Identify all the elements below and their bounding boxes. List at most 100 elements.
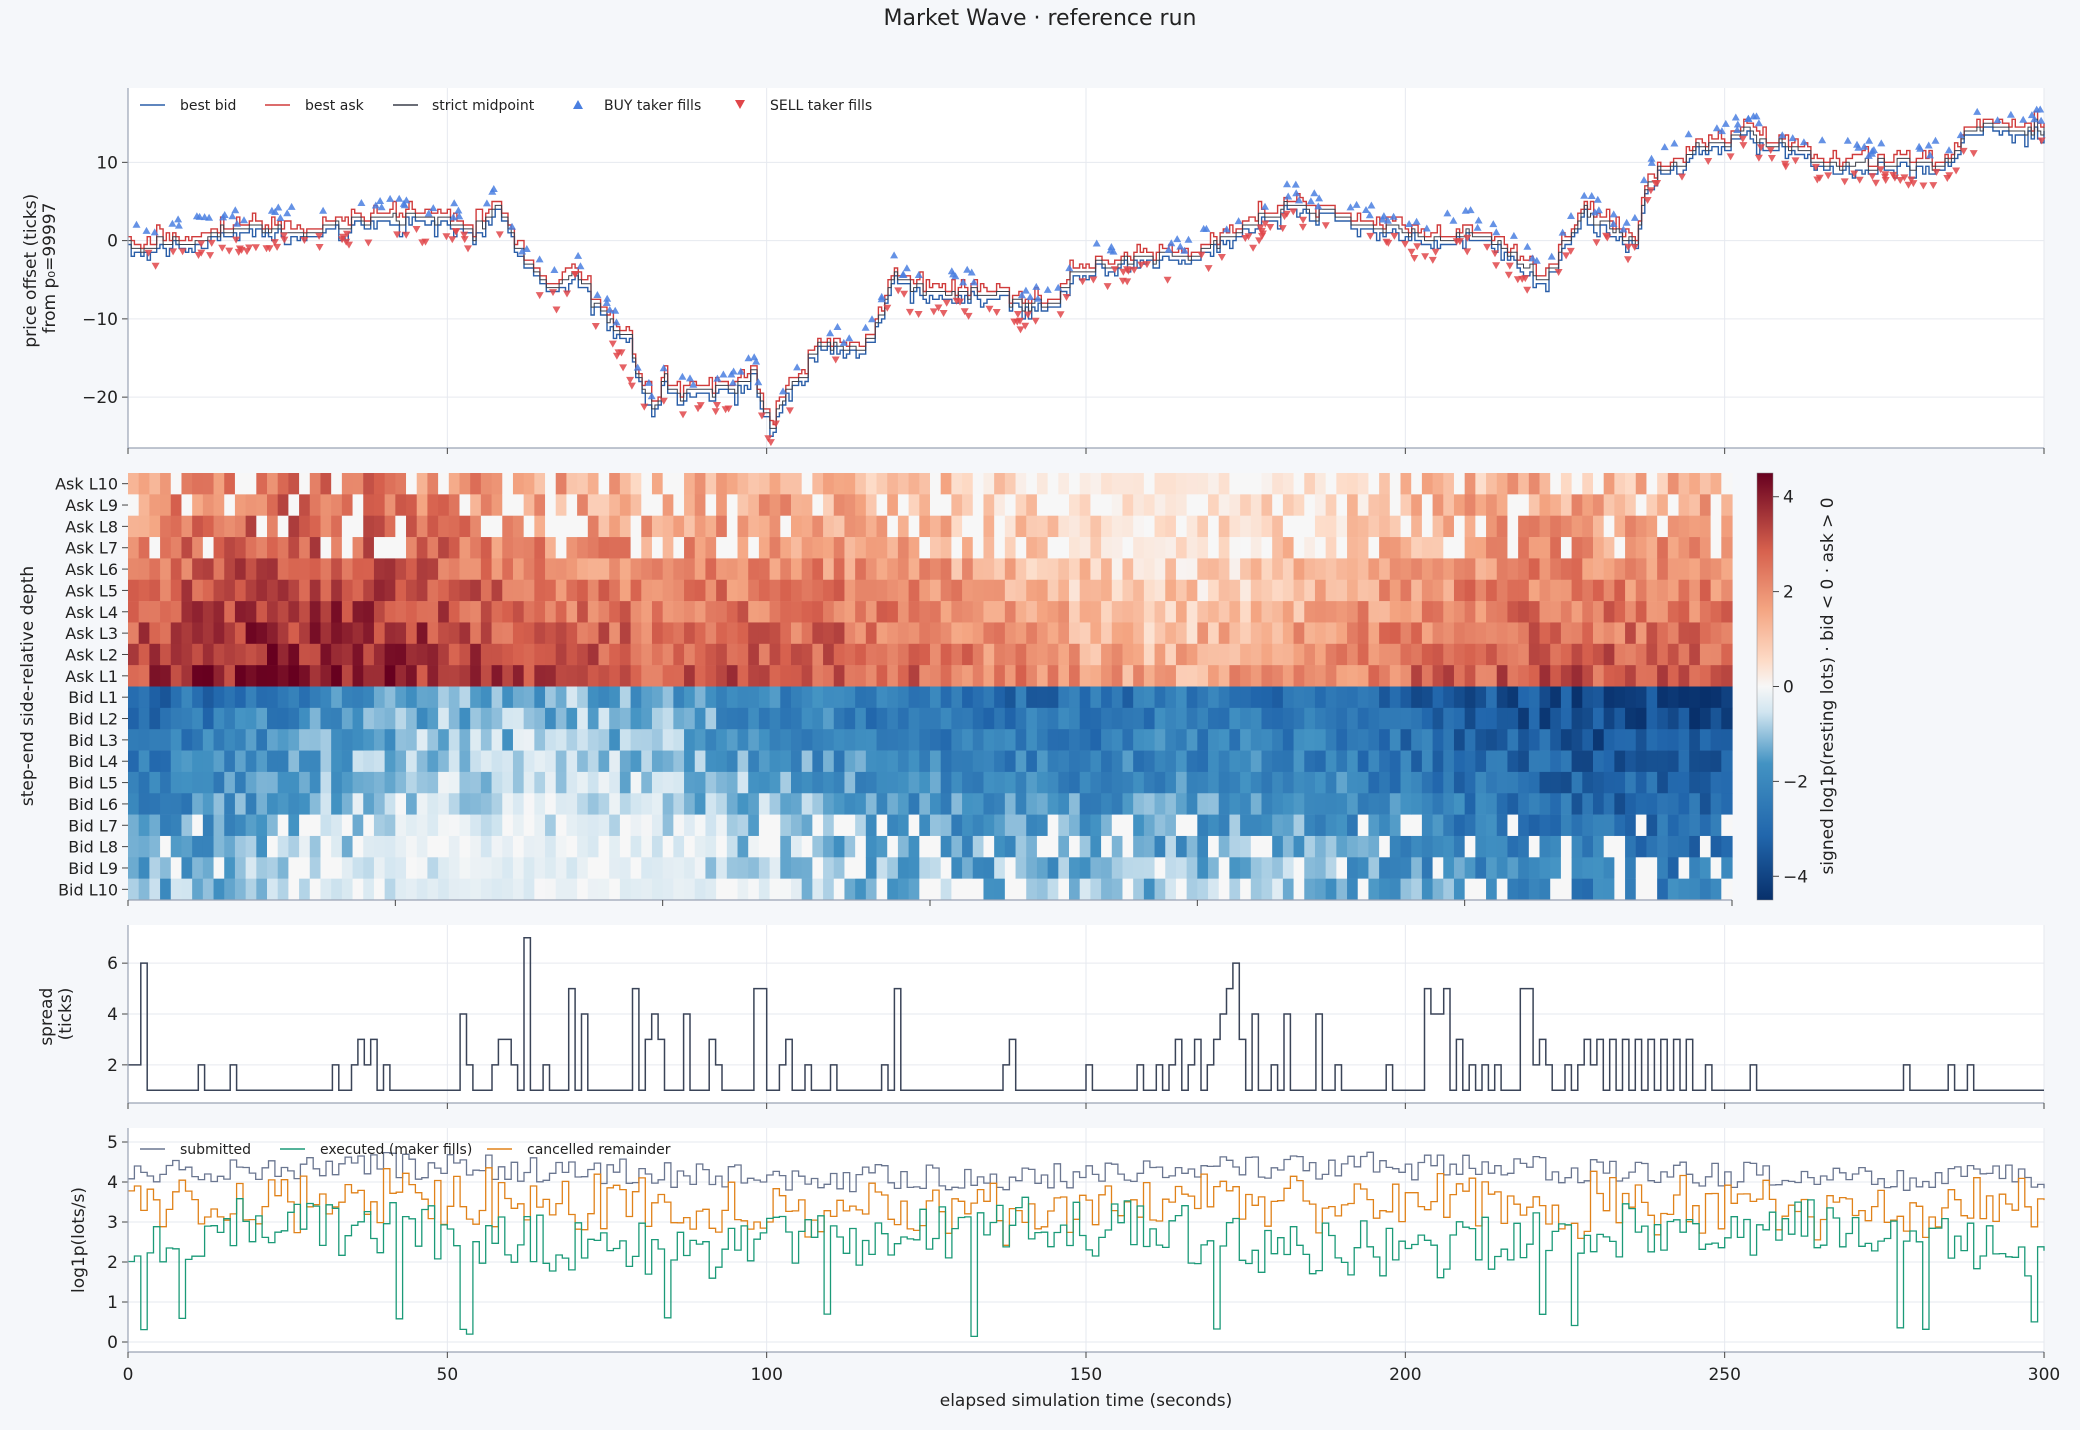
depth-cell (1635, 857, 1648, 879)
depth-cell (1411, 793, 1423, 815)
depth-cell (1550, 579, 1562, 602)
depth-cell (598, 515, 610, 538)
depth-cell (684, 473, 696, 495)
depth-cell (1154, 835, 1166, 858)
depth-cell (1165, 643, 1177, 666)
depth-cell (1592, 665, 1605, 687)
depth-cell (630, 643, 642, 666)
depth-cell (1154, 707, 1166, 730)
depth-cell (1314, 494, 1327, 516)
depth-cell (1250, 515, 1263, 538)
depth-cell (149, 622, 161, 645)
depth-cell (1314, 857, 1327, 879)
depth-cell (630, 750, 642, 773)
depth-cell (1208, 601, 1220, 623)
depth-cell (651, 835, 664, 858)
depth-cell (1582, 686, 1594, 709)
depth-cell (1721, 643, 1733, 666)
depth-cell (940, 494, 952, 516)
depth-cell (769, 729, 781, 751)
depth-cell (1710, 707, 1722, 730)
depth-cell (341, 878, 354, 901)
depth-cell (994, 515, 1006, 538)
depth-cell (1625, 878, 1637, 901)
depth-cell (876, 707, 888, 730)
depth-cell (1175, 558, 1188, 581)
depth-cell (170, 643, 183, 666)
depth-cell (534, 494, 546, 516)
depth-cell (395, 878, 407, 901)
depth-cell (1197, 622, 1209, 645)
sell-fill-marker (169, 248, 178, 256)
depth-cell (1133, 537, 1145, 559)
depth-cell (277, 771, 289, 794)
depth-cell (705, 878, 717, 901)
depth-cell (823, 643, 835, 666)
depth-cell (160, 878, 172, 901)
depth-cell (1699, 643, 1712, 666)
depth-cell (587, 515, 600, 538)
depth-cell (1218, 579, 1231, 602)
depth-cell (619, 473, 632, 495)
depth-cell (170, 601, 183, 623)
depth-cell (1293, 814, 1305, 837)
depth-cell (1379, 494, 1391, 516)
depth-cell (684, 686, 696, 709)
depth-cell (994, 835, 1006, 858)
legend-best-bid: best bid (180, 98, 236, 114)
sell-fill-marker (1624, 256, 1632, 264)
depth-cell (1240, 473, 1252, 495)
depth-cell (587, 473, 600, 495)
depth-cell (416, 665, 429, 687)
depth-cell (1592, 622, 1605, 645)
depth-cell (962, 835, 974, 858)
sell-fill-marker (364, 239, 373, 247)
depth-cell (448, 537, 461, 559)
depth-cell (1368, 750, 1380, 773)
depth-cell (1411, 643, 1423, 666)
depth-cell (662, 643, 674, 666)
depth-cell (234, 707, 247, 730)
depth-cell (951, 878, 963, 901)
depth-cell (1603, 643, 1615, 666)
depth-cell (1282, 835, 1295, 858)
depth-cell (1389, 814, 1402, 837)
depth-cell (1336, 601, 1348, 623)
price-grid (127, 88, 2045, 448)
depth-cell (684, 515, 696, 538)
depth-cell (1646, 878, 1658, 901)
depth-cell (1582, 814, 1594, 837)
depth-cell (887, 793, 899, 815)
depth-cell (1250, 494, 1263, 516)
depth-cell (395, 515, 407, 538)
depth-cell (523, 707, 535, 730)
depth-cell (138, 601, 150, 623)
depth-cell (1560, 622, 1573, 645)
depth-cell (726, 579, 739, 602)
buy-fill-marker (1291, 180, 1300, 188)
depth-cell (930, 686, 942, 709)
buy-fill-marker (1684, 130, 1693, 138)
depth-cell (555, 707, 568, 730)
depth-cell (1528, 729, 1541, 751)
depth-cell (609, 857, 621, 879)
depth-cell (812, 729, 824, 751)
depth-cell (192, 537, 204, 559)
depth-cell (684, 814, 696, 837)
depth-cell (940, 750, 952, 773)
depth-cell (245, 878, 257, 901)
depth-cell (1646, 579, 1658, 602)
depth-cell (448, 686, 461, 709)
depth-cell (138, 750, 150, 773)
depth-cell (887, 515, 899, 538)
depth-cell (726, 878, 739, 901)
depth-cell (1518, 835, 1530, 858)
buy-fill-marker (868, 315, 876, 323)
depth-cell (1133, 793, 1145, 815)
depth-cell (373, 601, 386, 623)
depth-cell (758, 835, 771, 858)
depth-cell (780, 665, 792, 687)
depth-cell (577, 537, 589, 559)
depth-cell (1079, 601, 1091, 623)
depth-cell (1614, 601, 1626, 623)
